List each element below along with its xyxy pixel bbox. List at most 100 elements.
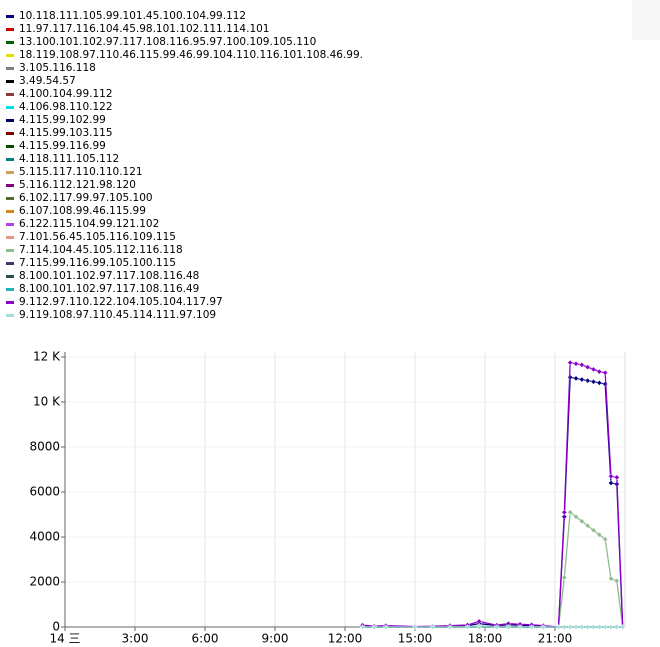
legend-label: 7.115.99.116.99.105.100.115: [19, 257, 176, 269]
legend-item[interactable]: 10.118.111.105.99.101.45.100.104.99.112: [6, 10, 363, 23]
data-point: [596, 380, 603, 386]
data-point: [590, 378, 597, 385]
legend-item[interactable]: 4.115.99.116.99: [6, 140, 363, 153]
data-point: [383, 624, 389, 630]
legend-item[interactable]: 6.102.117.99.97.105.100: [6, 192, 363, 205]
legend-label: 9.112.97.110.122.104.105.104.117.97: [19, 296, 223, 308]
legend-item[interactable]: 4.118.111.105.112: [6, 153, 363, 166]
legend-label: 5.116.112.121.98.120: [19, 179, 136, 191]
data-point: [567, 509, 573, 516]
data-point: [567, 624, 573, 630]
data-point: [584, 364, 591, 370]
data-point: [614, 624, 620, 630]
legend-swatch: [6, 197, 14, 200]
legend-item[interactable]: 7.114.104.45.105.112.116.118: [6, 244, 363, 257]
data-point: [540, 624, 547, 630]
legend-label: 4.118.111.105.112: [19, 153, 120, 165]
data-point: [579, 518, 585, 525]
legend-item[interactable]: 9.112.97.110.122.104.105.104.117.97: [6, 296, 363, 309]
legend-item[interactable]: 4.115.99.102.99: [6, 114, 363, 127]
legend-swatch: [6, 275, 14, 278]
data-point: [602, 369, 608, 376]
data-point: [561, 624, 568, 630]
data-point: [517, 624, 523, 630]
series: [359, 624, 626, 630]
data-point: [602, 536, 608, 543]
data-point: [584, 522, 591, 529]
legend-label: 6.102.117.99.97.105.100: [19, 192, 153, 204]
data-point: [579, 376, 585, 383]
legend-swatch: [6, 171, 14, 174]
x-tick-label: 18:00: [468, 632, 503, 646]
legend-item[interactable]: 7.115.99.116.99.105.100.115: [6, 257, 363, 270]
legend-swatch: [6, 106, 14, 109]
legend-item[interactable]: 6.107.108.99.46.115.99: [6, 205, 363, 218]
data-point: [614, 474, 620, 481]
series: [359, 374, 626, 630]
legend-swatch: [6, 41, 14, 44]
legend-item[interactable]: 8.100.101.102.97.117.108.116.48: [6, 270, 363, 283]
legend-label: 3.105.116.118: [19, 62, 96, 74]
legend-swatch: [6, 262, 14, 265]
legend-label: 4.115.99.102.99: [19, 114, 106, 126]
data-point: [505, 624, 512, 630]
x-tick-label: 6:00: [192, 632, 219, 646]
legend-label: 4.115.99.116.99: [19, 140, 106, 152]
legend-item[interactable]: 3.105.116.118: [6, 62, 363, 75]
data-point: [371, 624, 377, 630]
legend-item[interactable]: 6.122.115.104.99.121.102: [6, 218, 363, 231]
legend-swatch: [6, 314, 14, 317]
legend-label: 6.107.108.99.46.115.99: [19, 205, 146, 217]
legend-item[interactable]: 18.119.108.97.110.46.115.99.46.99.104.11…: [6, 49, 363, 62]
data-point: [596, 531, 603, 538]
legend-label: 10.118.111.105.99.101.45.100.104.99.112: [19, 10, 247, 22]
data-point: [528, 624, 535, 630]
data-point: [573, 513, 579, 520]
data-point: [602, 624, 608, 630]
data-point: [412, 624, 418, 630]
legend-swatch: [6, 249, 14, 252]
legend-label: 7.114.104.45.105.112.116.118: [19, 244, 183, 256]
data-point: [429, 624, 436, 630]
legend-swatch: [6, 236, 14, 239]
legend: 10.118.111.105.99.101.45.100.104.99.112 1…: [6, 10, 363, 322]
y-tick-label: 10 K: [33, 395, 61, 409]
data-point: [614, 578, 620, 584]
legend-item[interactable]: 5.116.112.121.98.120: [6, 179, 363, 192]
legend-swatch: [6, 301, 14, 304]
corner-panel: [632, 0, 660, 40]
legend-swatch: [6, 67, 14, 70]
legend-item[interactable]: 4.106.98.110.122: [6, 101, 363, 114]
legend-item[interactable]: 7.101.56.45.105.116.109.115: [6, 231, 363, 244]
data-point: [555, 624, 562, 630]
legend-item[interactable]: 4.115.99.103.115: [6, 127, 363, 140]
legend-item[interactable]: 9.119.108.97.110.45.114.111.97.109: [6, 309, 363, 322]
data-point: [476, 618, 482, 625]
y-tick-label: 2000: [29, 575, 60, 589]
legend-swatch: [6, 184, 14, 187]
legend-swatch: [6, 15, 14, 18]
legend-label: 11.97.117.116.104.45.98.101.102.111.114.…: [19, 23, 270, 35]
legend-item[interactable]: 8.100.101.102.97.117.108.116.49: [6, 283, 363, 296]
legend-item[interactable]: 4.100.104.99.112: [6, 88, 363, 101]
x-tick-label: 3:00: [122, 632, 149, 646]
y-tick-label: 12 K: [33, 350, 61, 364]
legend-item[interactable]: 13.100.101.102.97.117.108.116.95.97.100.…: [6, 36, 363, 49]
legend-swatch: [6, 210, 14, 213]
data-point: [359, 624, 366, 630]
data-point: [608, 575, 614, 582]
series-line: [362, 511, 624, 628]
x-tick-label: 15:00: [398, 632, 433, 646]
legend-item[interactable]: 3.49.54.57: [6, 75, 363, 88]
data-point: [619, 624, 626, 630]
legend-swatch: [6, 145, 14, 148]
legend-swatch: [6, 132, 14, 135]
data-point: [493, 624, 500, 630]
legend-label: 8.100.101.102.97.117.108.116.49: [19, 283, 200, 295]
legend-item[interactable]: 5.115.117.110.110.121: [6, 166, 363, 179]
legend-label: 8.100.101.102.97.117.108.116.48: [19, 270, 200, 282]
legend-item[interactable]: 11.97.117.116.104.45.98.101.102.111.114.…: [6, 23, 363, 36]
data-point: [596, 368, 603, 375]
